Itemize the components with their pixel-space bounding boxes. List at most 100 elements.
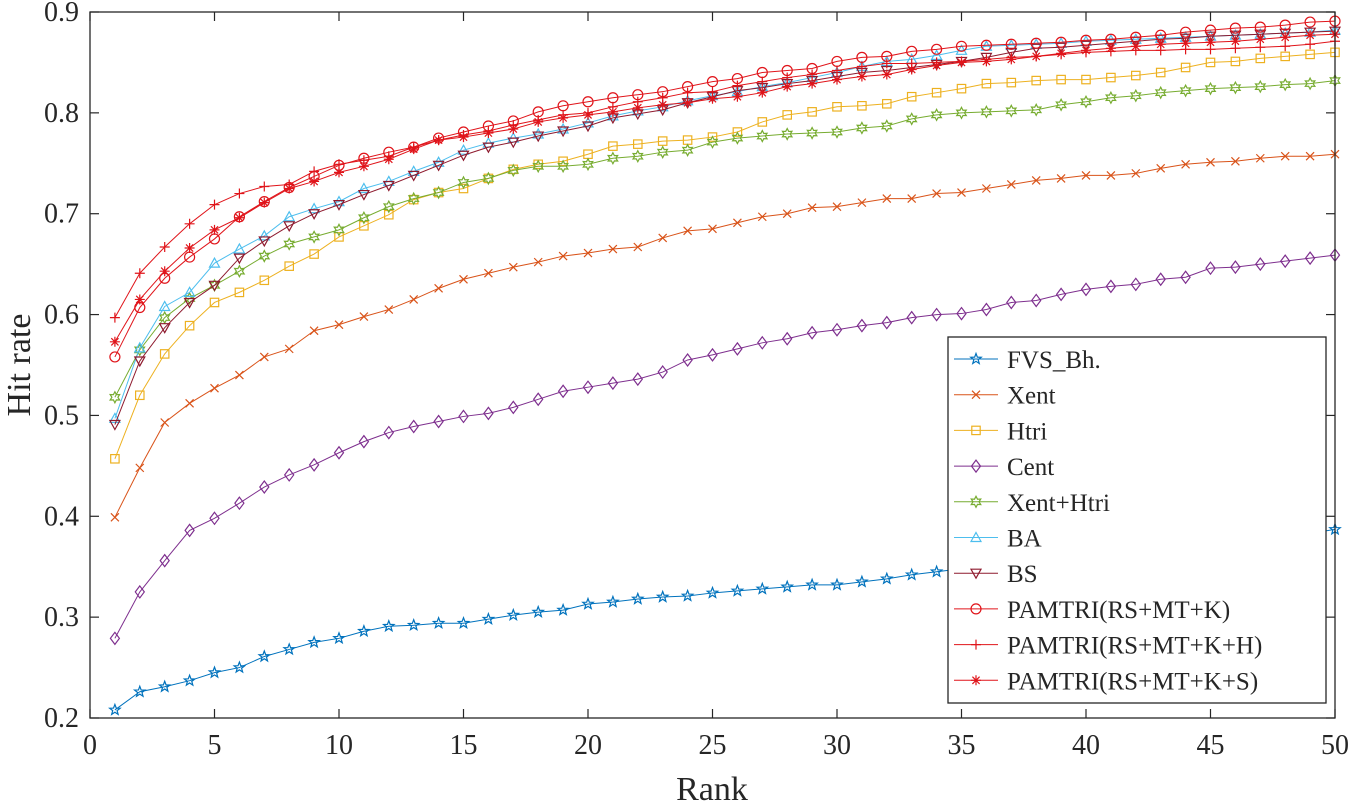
legend-label: Xent [1007,383,1056,410]
data-point [1155,272,1166,287]
data-point [481,611,496,626]
data-point [208,256,221,268]
data-point [308,457,320,472]
data-point [159,266,170,277]
legend-label: Htri [1007,418,1047,445]
data-point [1204,24,1217,36]
data-point [334,232,344,242]
data-point [732,80,743,91]
data-point [558,112,569,123]
data-point [805,577,819,591]
data-point [458,409,469,424]
data-point [1279,254,1291,269]
data-point [682,87,693,98]
data-point [457,143,470,155]
data-point [332,200,346,211]
x-tick-label: 5 [208,730,222,761]
data-point [756,129,769,143]
data-point [308,209,321,220]
data-point [582,96,594,108]
data-point [1130,70,1141,81]
legend-entry: PAMTRI(RS+MT+K) [954,597,1230,624]
data-point [334,320,344,330]
data-point [780,579,795,593]
data-point [1305,30,1316,41]
x-tick-label: 15 [450,730,478,761]
data-point [408,144,419,155]
data-point [931,307,942,322]
data-point [682,352,693,367]
data-point [1106,170,1116,180]
data-point [707,93,718,104]
legend-entry: BS [954,561,1038,588]
data-point [1280,41,1291,52]
data-point [708,224,717,234]
legend-marker [971,425,981,436]
data-point [258,229,271,241]
legend-entry: Cent [954,454,1054,481]
data-point [732,127,743,137]
data-point [981,302,992,317]
data-point [1230,36,1241,47]
data-point [1305,151,1315,161]
data-point [383,154,394,165]
data-point [879,571,894,585]
legend-label: Xent+Htri [1007,490,1110,517]
data-point [608,244,618,254]
data-point [830,577,844,591]
data-point [1280,151,1290,161]
data-point [357,182,370,194]
data-point [1230,56,1241,67]
legend-marker [971,390,981,400]
data-point [1180,270,1191,285]
data-point [1229,22,1242,34]
data-point [1254,79,1267,94]
data-point [506,607,521,621]
data-point [357,189,370,201]
data-point [1304,76,1316,91]
data-point [1106,72,1116,83]
data-point [904,567,919,581]
data-point [558,156,568,167]
data-point [282,642,297,656]
data-point [381,618,396,633]
data-point [132,684,147,698]
data-point [757,76,768,87]
data-point [807,69,818,80]
data-point [1081,170,1091,180]
data-point [707,347,718,362]
data-point [482,171,495,186]
data-point [681,143,694,157]
data-point [732,218,742,228]
data-point [1031,75,1041,86]
data-point [185,398,195,408]
data-point [1156,163,1166,173]
data-point [1206,157,1215,167]
data-point [210,383,219,393]
data-point [1031,176,1041,185]
data-point [108,702,122,716]
data-point [233,264,246,279]
data-point [109,351,121,363]
data-point [757,117,768,127]
x-tick-label: 35 [948,730,976,761]
series-3 [110,47,1340,464]
data-point [1181,159,1191,169]
data-point [1179,26,1192,38]
data-point [1205,37,1216,48]
data-point [957,188,966,197]
data-point [606,594,620,608]
data-point [856,121,868,135]
data-point [1055,287,1067,302]
data-point [283,467,295,482]
data-point [557,384,569,399]
data-point [557,159,569,174]
data-point [358,210,370,225]
data-point [583,248,593,258]
data-point [955,106,968,120]
data-point [358,161,369,172]
data-point [832,202,842,212]
data-point [483,406,494,421]
data-point [931,60,942,71]
data-point [208,280,221,292]
